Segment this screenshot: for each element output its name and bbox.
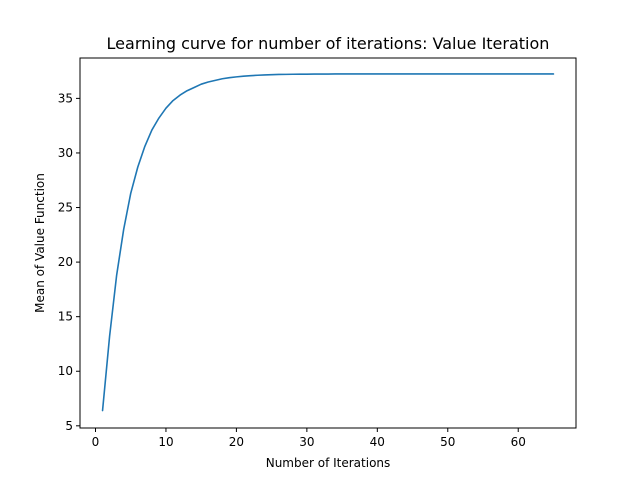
x-tick-label: 60: [511, 435, 526, 449]
x-axis: 0 10 20 30 40 50 60: [92, 428, 526, 449]
x-tick-label: 10: [158, 435, 173, 449]
y-tick-label: 25: [58, 201, 73, 215]
x-tick-label: 0: [92, 435, 100, 449]
y-tick-label: 20: [58, 255, 73, 269]
y-tick-label: 35: [58, 91, 73, 105]
plot-area: [79, 57, 577, 429]
x-axis-label: Number of Iterations: [266, 456, 391, 470]
y-axis: 5 10 15 20 25 30 35: [58, 91, 80, 433]
x-tick-label: 30: [299, 435, 314, 449]
y-tick-label: 10: [58, 364, 73, 378]
x-tick-label: 50: [440, 435, 455, 449]
series-line: [101, 73, 555, 412]
chart-title: Learning curve for number of iterations:…: [107, 34, 550, 53]
y-axis-label: Mean of Value Function: [33, 173, 47, 313]
y-tick-label: 5: [65, 419, 73, 433]
y-tick-label: 30: [58, 146, 73, 160]
x-tick-label: 20: [229, 435, 244, 449]
x-tick-label: 40: [370, 435, 385, 449]
y-tick-label: 15: [58, 310, 73, 324]
series-layer: [101, 73, 555, 412]
